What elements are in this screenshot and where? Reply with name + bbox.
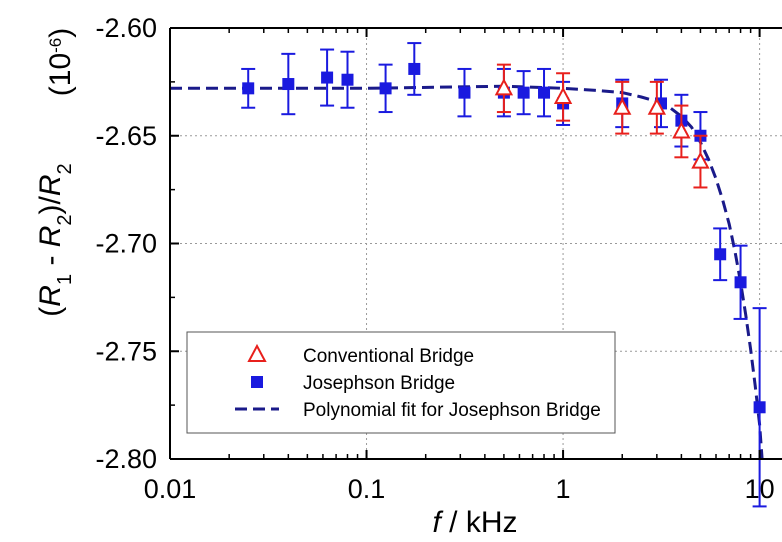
josephson-point (538, 86, 551, 99)
y-tick-label: -2.65 (95, 121, 157, 151)
legend-label: Josephson Bridge (303, 373, 455, 394)
x-tick-label: 1 (556, 474, 571, 504)
y-axis-open: ( (34, 307, 67, 317)
x-axis-unit: / kHz (441, 506, 518, 539)
josephson-point (341, 73, 354, 86)
josephson-point (408, 62, 421, 75)
unit-exp: -6 (46, 38, 65, 53)
ticks: 0.01 0.1 1 10 -2.60 -2.65 -2.70 -2.75 -2.80 (95, 13, 774, 504)
y-axis-r1-sub: 1 (54, 274, 76, 285)
legend-square-icon (251, 376, 263, 388)
y-tick-label: -2.75 (95, 336, 157, 366)
y-axis-r1: R (34, 285, 67, 307)
conventional-series (494, 63, 710, 189)
y-axis-minus: - (34, 247, 67, 274)
conventional-point (691, 151, 710, 169)
y-axis-r2-sub: 2 (54, 214, 76, 225)
conventional-point (647, 97, 667, 115)
unit-open: (10 (44, 53, 77, 96)
josephson-point (517, 86, 530, 99)
y-axis-close: )/ (34, 195, 67, 214)
conventional-point (613, 97, 632, 115)
x-axis-var: f (432, 506, 443, 539)
x-tick-label: 0.1 (348, 474, 386, 504)
josephson-point (734, 276, 747, 289)
y-tick-label: -2.80 (95, 444, 157, 474)
y-tick-label: -2.60 (95, 13, 157, 43)
x-axis-title: f / kHz (432, 506, 517, 539)
josephson-point (379, 82, 392, 95)
y-axis-r2: R (34, 226, 67, 248)
y-tick-label: -2.70 (95, 229, 157, 259)
conventional-point (672, 121, 691, 139)
x-tick-label: 0.01 (144, 474, 197, 504)
x-tick-label: 10 (745, 474, 775, 504)
legend-label: Polynomial fit for Josephson Bridge (303, 400, 601, 421)
josephson-point (242, 82, 255, 95)
conventional-point (553, 86, 573, 104)
y-axis-title: (R1 - R2)/R2 (34, 163, 76, 316)
josephson-point (282, 78, 295, 91)
legend-label: Conventional Bridge (303, 346, 474, 367)
josephson-point (753, 401, 766, 414)
conventional-point (494, 78, 514, 96)
legend: Conventional Bridge Josephson Bridge Polyn… (186, 331, 616, 434)
unit-label: (10-6) (44, 28, 77, 96)
josephson-point (321, 71, 334, 84)
legend-triangle-icon (247, 343, 267, 362)
josephson-point (458, 86, 471, 99)
y-axis-r3-sub: 2 (54, 163, 76, 174)
josephson-point (714, 248, 727, 261)
unit-close: ) (44, 28, 77, 38)
y-axis-r3: R (34, 174, 67, 196)
